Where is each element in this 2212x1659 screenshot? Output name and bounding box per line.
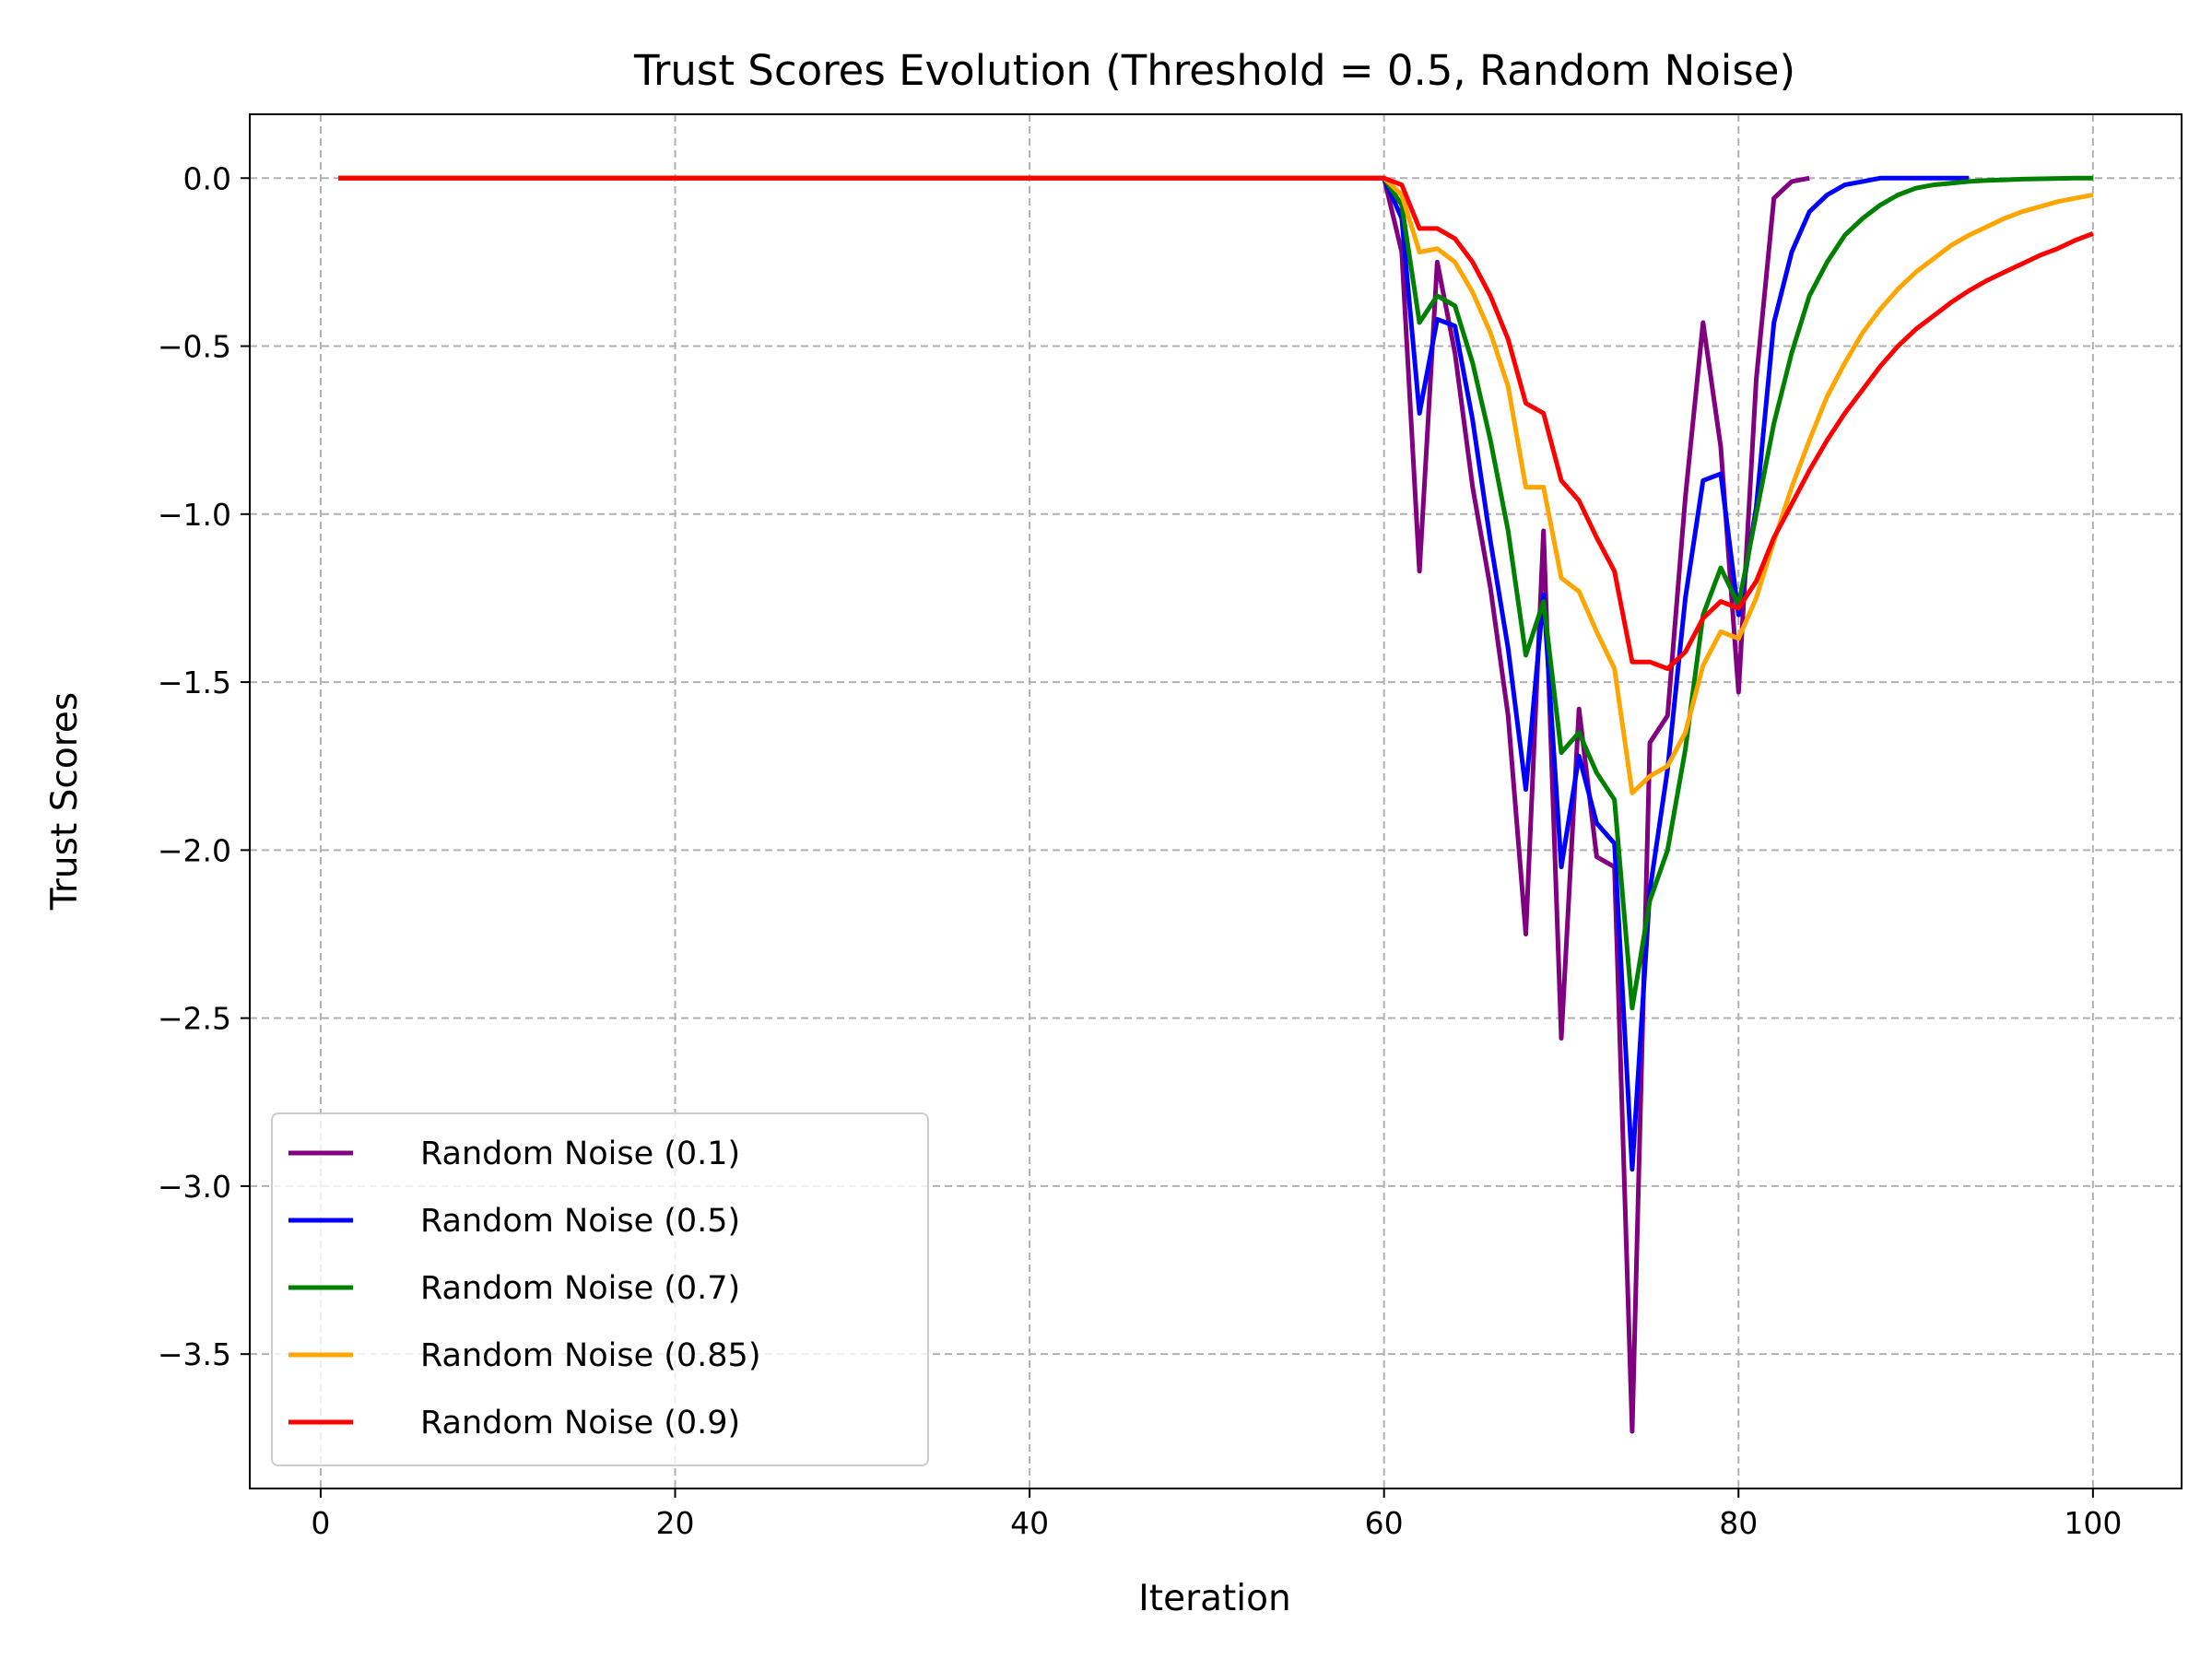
chart-title: Trust Scores Evolution (Threshold = 0.5,… [633,46,1795,95]
x-tick-label: 20 [656,1505,695,1541]
x-tick-label: 0 [311,1505,330,1541]
y-tick-label: −1.0 [158,497,231,533]
series-layer [338,175,2094,1434]
grid-lines [250,114,2182,1488]
series-line-2 [338,175,1970,1172]
y-tick-label: −2.0 [158,832,231,868]
legend-label: Random Noise (0.7) [420,1270,740,1307]
legend-label: Random Noise (0.9) [420,1405,740,1441]
x-axis-ticks: 0 20 40 60 80 100 [311,1488,2122,1541]
y-tick-label: −2.5 [158,1001,231,1037]
y-tick-label: −0.5 [158,329,231,365]
x-tick-label: 80 [1719,1505,1758,1541]
axes-layer [249,113,2183,1489]
legend: Random Noise (0.1) Random Noise (0.5) Rand… [271,1112,929,1466]
x-tick-label: 100 [2064,1505,2122,1541]
series-line-5 [338,175,2094,671]
x-tick-label: 60 [1365,1505,1404,1541]
legend-box [271,1112,929,1466]
series-line-4 [338,175,2094,795]
legend-label: Random Noise (0.85) [420,1337,760,1374]
y-tick-label: −3.0 [158,1169,231,1205]
y-tick-label: 0.0 [183,160,231,196]
series-line-3 [338,175,2093,1011]
legend-label: Random Noise (0.1) [420,1135,740,1172]
y-tick-label: −3.5 [158,1336,231,1372]
y-axis-ticks: 0.0 −0.5 −1.0 −1.5 −2.0 −2.5 −3.0 −3.5 [158,160,250,1372]
x-axis-label: Iteration [1138,1578,1290,1619]
legend-label: Random Noise (0.5) [420,1203,740,1240]
plot-frame [249,113,2183,1489]
y-axis-label: Trust Scores [44,692,86,911]
y-tick-label: −1.5 [158,665,231,700]
x-tick-label: 40 [1010,1505,1049,1541]
